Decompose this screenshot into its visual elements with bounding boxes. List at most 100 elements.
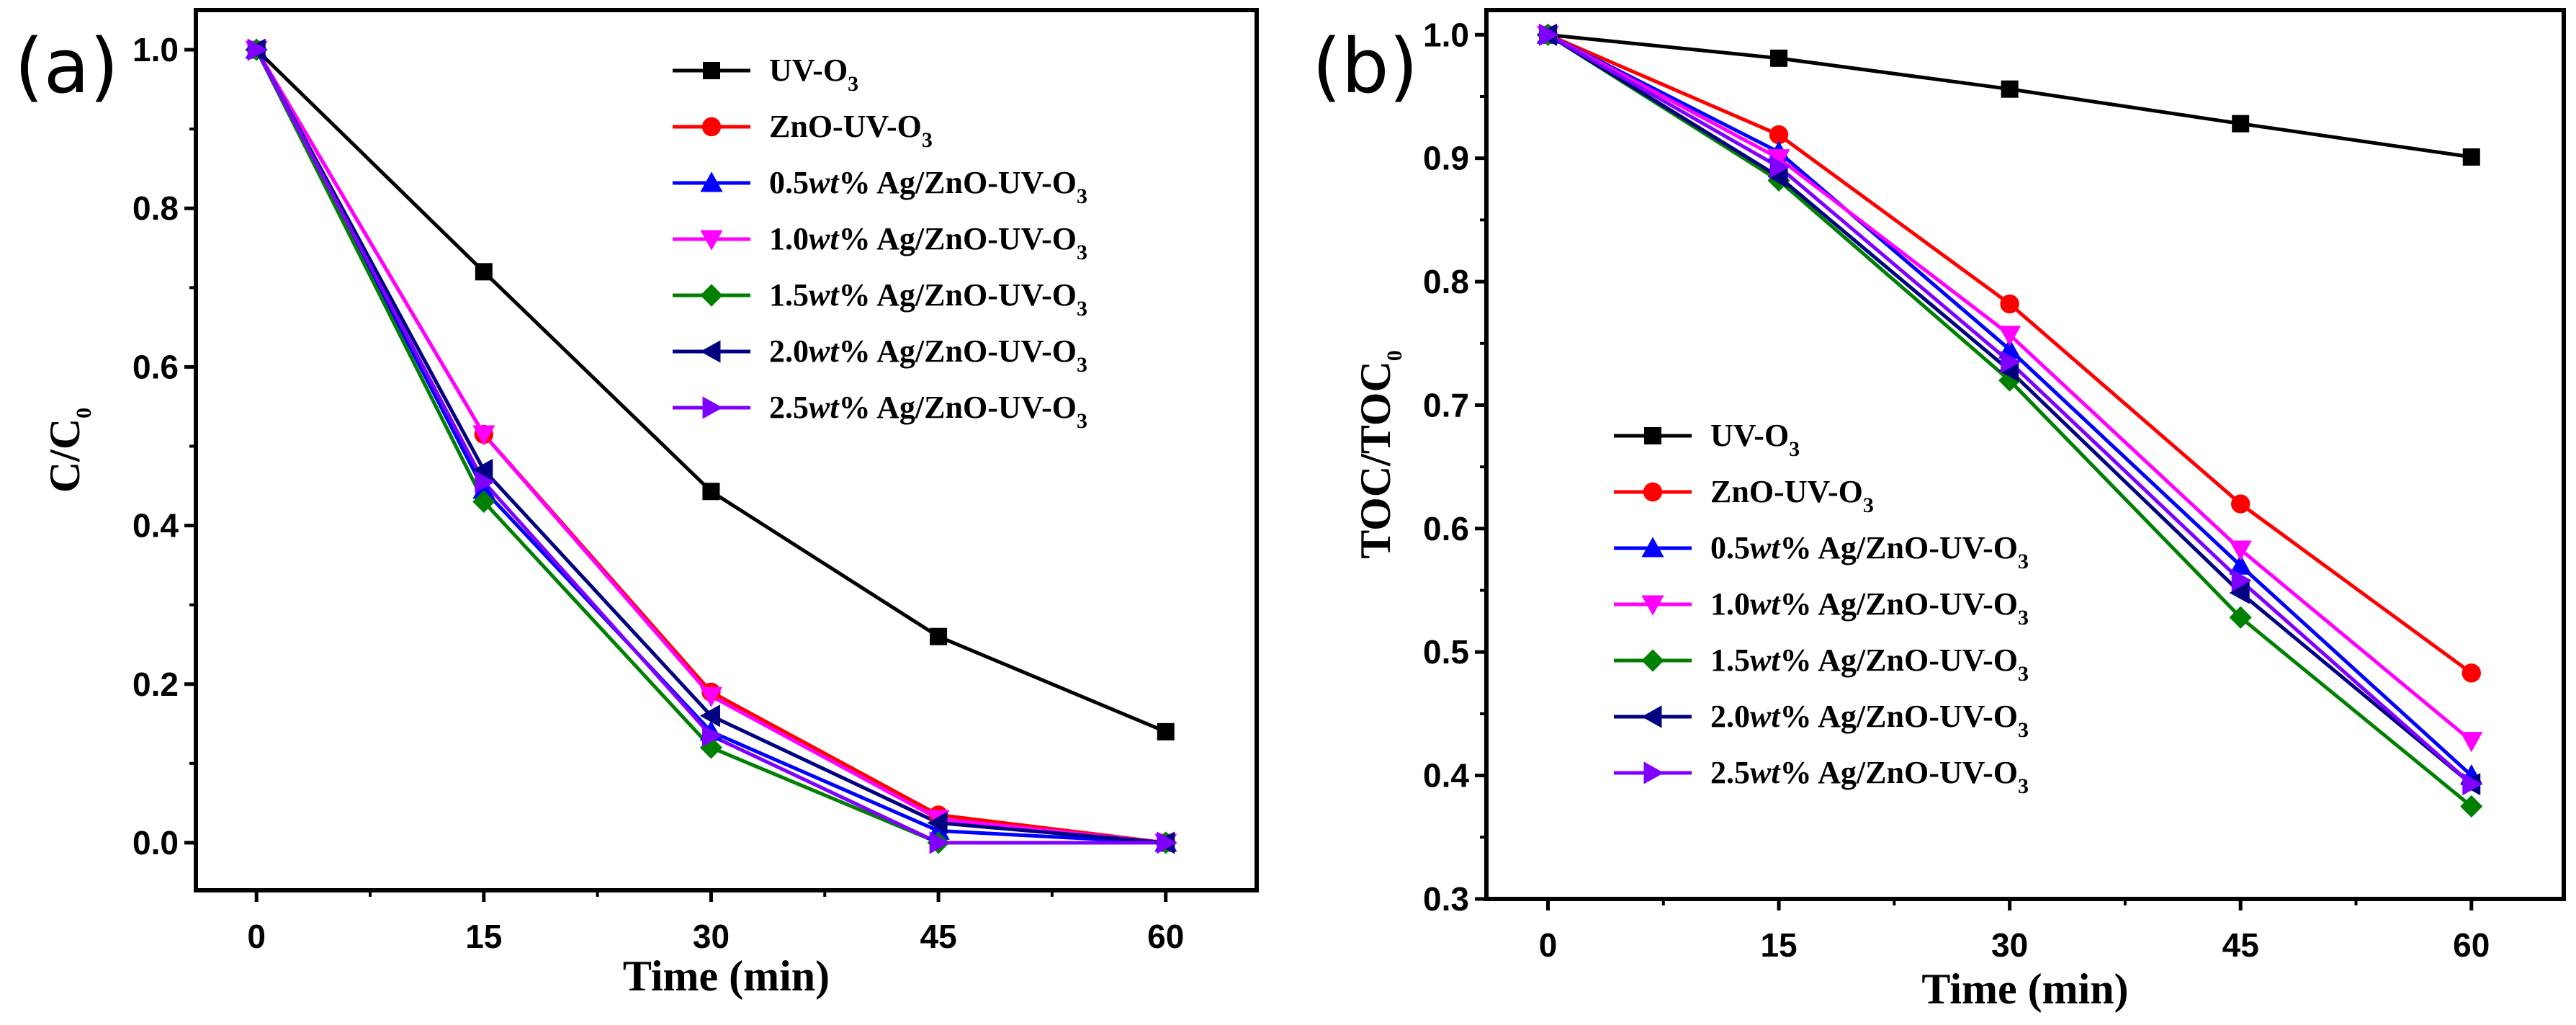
legend-entry-label: 1.5wt% Ag/ZnO-UV-O3 [1710,643,2029,686]
data-point [1767,149,1790,170]
data-point [929,831,950,854]
legend-label-italic: wt [809,165,840,200]
legend-entry-label: UV-O3 [769,53,858,96]
legend-label-main: % Ag/ZnO-UV-O [1780,586,2018,622]
legend-marker [1643,761,1664,784]
data-point [472,425,495,446]
legend-label-subscript: 3 [1077,409,1087,433]
data-point [2460,732,2483,753]
legend-label-prefix: 1.5 [1710,643,1750,678]
y-tick-label: 0.9 [1423,140,1469,177]
x-tick-label: 45 [2222,926,2259,964]
legend-marker [1644,427,1661,444]
data-point [699,736,723,759]
legend-label-subscript: 3 [922,128,933,152]
legend-label-main: UV-O [1710,418,1789,453]
data-point [1157,722,1175,740]
legend-label-main: % Ag/ZnO-UV-O [1780,530,2018,565]
x-tick-label: 45 [920,918,957,955]
data-point [1998,326,2021,346]
y-tick-label: 1.0 [133,31,179,68]
legend-entry-label: UV-O3 [1710,418,1800,461]
legend-label-italic: wt [1750,586,1781,622]
legend-label-subscript: 3 [1077,241,1087,264]
y-axis-title-main: TOC/TOC [1352,361,1399,559]
y-tick-label: 0.8 [1423,263,1469,300]
legend-entry-label: 1.0wt% Ag/ZnO-UV-O3 [1710,586,2029,630]
legend-entry-label: 2.5wt% Ag/ZnO-UV-O3 [769,390,1087,433]
legend-entry-label: 2.0wt% Ag/ZnO-UV-O3 [769,334,1087,377]
legend-marker [701,117,722,137]
y-tick-label: 0.8 [133,189,179,227]
legend-marker [703,62,720,79]
x-tick-label: 15 [1760,926,1797,964]
legend-label-subscript: 3 [1077,297,1087,321]
legend-label-main: % Ag/ZnO-UV-O [839,277,1077,313]
legend-entry-label: 0.5wt% Ag/ZnO-UV-O3 [1710,530,2029,573]
data-point [1539,23,1560,46]
data-point [1157,831,1177,854]
legend-label-prefix: 0.5 [1710,530,1750,565]
plot-frame [194,8,1259,892]
x-tick-label: 0 [1539,926,1558,964]
data-point [472,490,495,514]
legend-label-prefix: 1.0 [769,221,809,256]
data-point [2001,80,2019,98]
legend-label-main: ZnO-UV-O [769,109,922,144]
y-axis-title-subscript: 0 [72,408,96,418]
data-point [475,470,495,493]
data-point [472,458,493,482]
y-axis-title-subscript: 0 [1383,350,1406,361]
legend-label-prefix: 2.5 [1710,755,1750,790]
data-point [2229,581,2250,604]
y-tick-label: 0.7 [1423,386,1469,424]
legend-entry-label: 2.0wt% Ag/ZnO-UV-O3 [1710,699,2029,742]
legend-label-italic: wt [1750,643,1781,678]
legend-label-main: % Ag/ZnO-UV-O [839,390,1077,425]
data-point [927,811,948,835]
legend-label-subscript: 3 [2018,662,2029,686]
legend-label-main: % Ag/ZnO-UV-O [1780,643,2018,678]
x-tick-label: 30 [693,918,730,955]
legend-label-subscript: 3 [2018,774,2029,798]
y-tick-label: 0.0 [133,824,179,861]
legend-label-main: % Ag/ZnO-UV-O [839,165,1077,200]
legend-entry-label: 2.5wt% Ag/ZnO-UV-O3 [1710,755,2029,798]
x-tick-label: 0 [247,918,266,955]
data-point [2231,569,2252,592]
y-tick-label: 0.2 [133,666,179,703]
data-point [701,724,723,747]
legend-label-main: % Ag/ZnO-UV-O [839,221,1077,256]
data-point [930,627,948,645]
data-point [699,704,720,728]
x-axis-title: Time (min) [1921,965,2128,1013]
legend-marker [700,340,721,363]
legend-entry-label: ZnO-UV-O3 [769,109,933,152]
legend-label-subscript: 3 [1789,437,1800,461]
legend-label-prefix: 2.0 [769,334,809,369]
data-point [1770,49,1788,67]
y-tick-label: 0.3 [1423,880,1469,918]
x-tick-label: 60 [1147,918,1184,955]
legend-label-italic: wt [809,334,840,369]
y-tick-label: 0.4 [133,507,179,545]
legend-marker [700,171,723,192]
data-point [2461,663,2481,683]
y-tick-label: 1.0 [1423,16,1469,53]
legend-marker [1641,705,1662,728]
legend-marker [700,230,723,251]
legend-label-italic: wt [1750,530,1781,565]
legend-label-subscript: 3 [1863,493,1874,517]
data-point [2460,795,2483,818]
data-point [1769,125,1789,145]
data-point [2231,494,2250,514]
legend-label-main: % Ag/ZnO-UV-O [1780,755,2018,790]
y-tick-label: 0.4 [1423,757,1469,795]
legend-label-prefix: 2.5 [769,390,809,425]
legend-marker [1641,649,1664,672]
panel-label: (b) [1312,22,1418,110]
y-tick-label: 0.6 [1423,510,1469,547]
y-axis-title: TOC/TOC0 [1352,350,1406,559]
